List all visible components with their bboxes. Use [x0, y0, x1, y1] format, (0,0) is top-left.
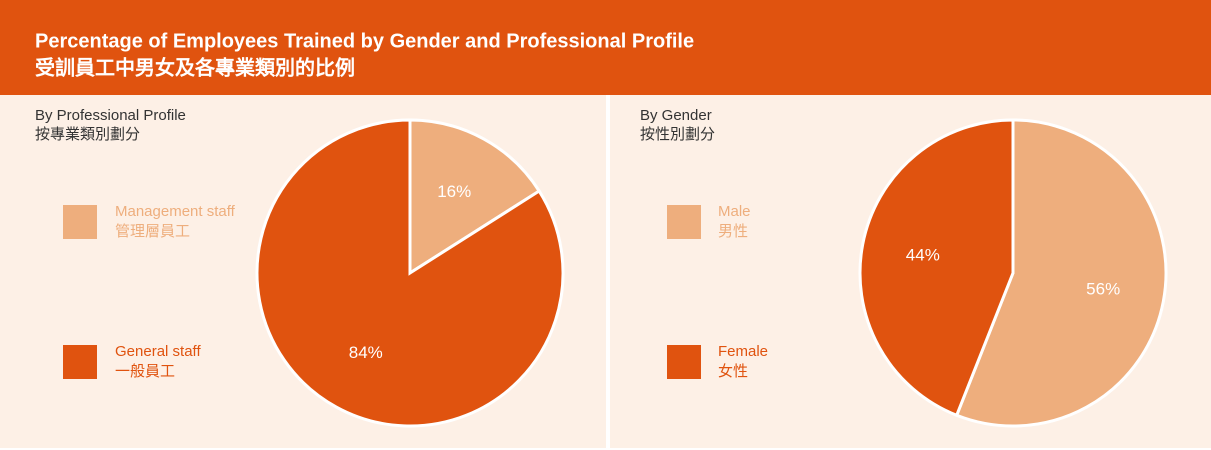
legend-label: Female: [718, 343, 768, 360]
legend-label: General staff: [115, 343, 201, 360]
value-label: 16%: [437, 182, 471, 201]
header-bar: [0, 0, 1211, 95]
header-title-zh: 受訓員工中男女及各專業類別的比例: [35, 55, 355, 79]
panel-title: 按性別劃分: [640, 126, 715, 143]
panel-title: By Gender: [640, 107, 712, 124]
legend-swatch: [63, 345, 97, 379]
legend-label-zh: 男性: [718, 223, 748, 240]
legend-label: Management staff: [115, 203, 236, 220]
pie-slice: [954, 118, 1168, 428]
legend-swatch: [667, 345, 701, 379]
value-label: 56%: [1086, 280, 1120, 299]
value-label: 44%: [906, 245, 940, 264]
legend-label-zh: 一般員工: [115, 363, 175, 380]
panel-title: By Professional Profile: [35, 107, 186, 124]
header-title: Percentage of Employees Trained by Gende…: [35, 30, 694, 52]
panel-title: 按專業類別劃分: [35, 126, 140, 143]
pie-slice: [858, 118, 1015, 418]
legend-label-zh: 女性: [718, 362, 748, 380]
divider: [606, 95, 610, 448]
pie-slice: [408, 118, 542, 276]
legend-label: Male: [718, 203, 751, 220]
pie-slice: [255, 118, 565, 428]
legend-swatch: [63, 205, 97, 239]
legend-label-zh: 管理層員工: [115, 223, 190, 240]
value-label: 84%: [349, 343, 383, 362]
legend-swatch: [667, 205, 701, 239]
